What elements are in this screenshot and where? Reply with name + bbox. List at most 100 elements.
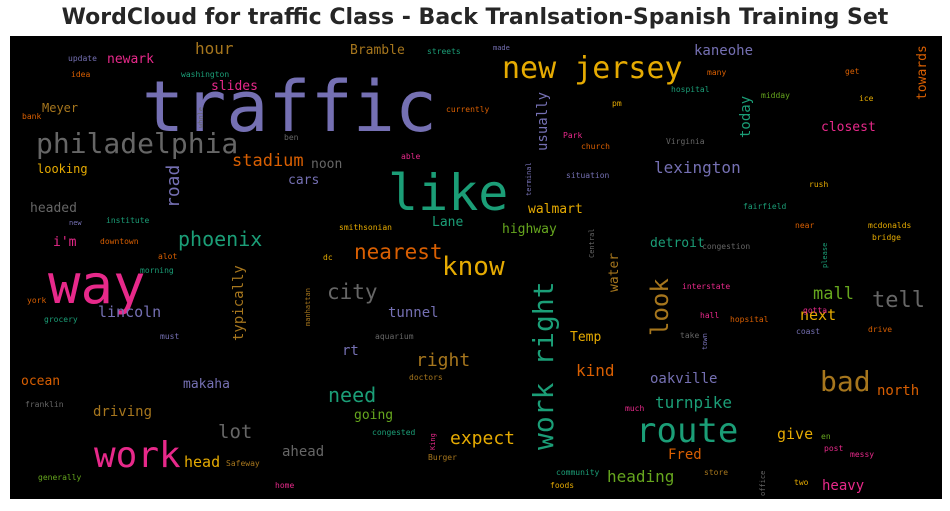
word-currently: currently [446,105,490,114]
word-congestion: congestion [702,242,751,251]
word-road: road [163,164,184,208]
word-whole: whole [197,106,205,128]
word-ice: ice [859,94,874,103]
word-office: office [759,470,767,496]
word-grocery: grocery [44,315,78,324]
word-smithsonian: smithsonian [339,223,392,232]
word-usually: usually [535,91,551,151]
word-walmart: walmart [528,202,583,217]
word-pm: pm [612,99,622,108]
word-update: update [68,54,97,63]
word-ocean: ocean [21,374,61,389]
word-looking: looking [37,162,88,176]
chart-title: WordCloud for traffic Class - Back Tranl… [61,5,889,30]
word-hopsital: hopsital [730,315,769,324]
word-driving: driving [93,404,153,420]
word-hall: hall [700,311,720,320]
word-bridge: bridge [872,233,901,242]
word-bank: bank [22,112,42,121]
word-north: north [877,383,920,399]
word-please: please [821,242,829,268]
word-dc: dc [323,253,333,262]
word-meyer: Meyer [42,101,79,115]
word-oakville: oakville [650,371,718,387]
word-central: Central [588,228,596,258]
word-midday: midday [761,91,790,100]
word-typically: typically [231,265,247,341]
word-philadelphia: philadelphia [36,127,239,160]
word-temp: Temp [570,330,602,345]
word-must: must [160,332,180,341]
word-traffic: traffic [142,66,438,148]
word-church: church [581,142,610,151]
word-ben: ben [284,133,299,142]
word-lincoln: lincoln [98,303,162,321]
word-like: like [388,164,509,222]
word-head: head [184,453,221,471]
word-headed: headed [30,201,77,216]
word-streets: streets [427,47,461,56]
word-mall: mall [813,284,854,304]
word-community: community [556,468,600,477]
word-detroit: detroit [650,236,705,251]
word-makaha: makaha [183,377,230,392]
word-lexington: lexington [654,158,741,177]
word-lane: Lane [432,215,464,230]
word-interstate: interstate [682,282,731,291]
word-expect: expect [450,428,516,449]
word-highway: highway [502,222,557,237]
word-cars: cars [288,173,320,188]
word-going: going [354,408,394,423]
word-washington: washington [181,70,230,79]
word-franklin: franklin [25,400,64,409]
word-burger: Burger [428,453,457,462]
word-rush: rush [809,180,829,189]
word-turnpike: turnpike [655,393,733,412]
word-messy: messy [850,450,875,459]
word-generally: generally [38,473,82,482]
word-newark: newark [107,52,154,67]
word-many: many [707,68,727,77]
word-kind: kind [576,361,615,380]
word-towards: towards [915,45,930,100]
word-home: home [275,481,295,490]
word-heading: heading [607,467,675,486]
word-water: water [607,252,622,292]
word-today: today [738,95,754,138]
word-stadium: stadium [232,151,304,171]
word-bramble: Bramble [350,43,405,58]
word-drive: drive [868,325,893,334]
word-york: york [27,296,47,305]
word-virginia: Virginia [666,137,705,146]
word-situation: situation [566,171,610,180]
word-need: need [328,383,377,407]
word-tunnel: tunnel [388,305,439,321]
word-terminal: terminal [525,162,533,196]
word-park: Park [563,131,583,140]
word-work: work [94,435,181,476]
word-hospital: hospital [671,85,710,94]
word-new: new [69,219,82,227]
word-near: near [795,221,815,230]
word-manhattan: manhattan [304,288,312,326]
word-idea: idea [71,70,91,79]
word-king: King [429,433,437,450]
word-coast: coast [796,327,821,336]
word-tell: tell [872,288,925,313]
word-foods: foods [550,481,575,490]
word-hour: hour [195,39,234,58]
word-city: city [327,280,378,304]
word-cloud-canvas: traffic like way work route new jersey p… [10,36,942,499]
word-doctors: doctors [409,373,443,382]
word-two: two [794,478,809,487]
word-downtown: downtown [100,237,139,246]
word-morning: morning [140,266,174,275]
word-alot: alot [158,252,178,261]
word-know: know [442,252,505,282]
word-rt: rt [342,343,359,359]
word-made: made [493,44,510,52]
word-institute: institute [106,216,150,225]
word-way: way [48,253,146,316]
word-ahead: ahead [282,444,325,460]
word-safeway: Safeway [226,459,260,468]
